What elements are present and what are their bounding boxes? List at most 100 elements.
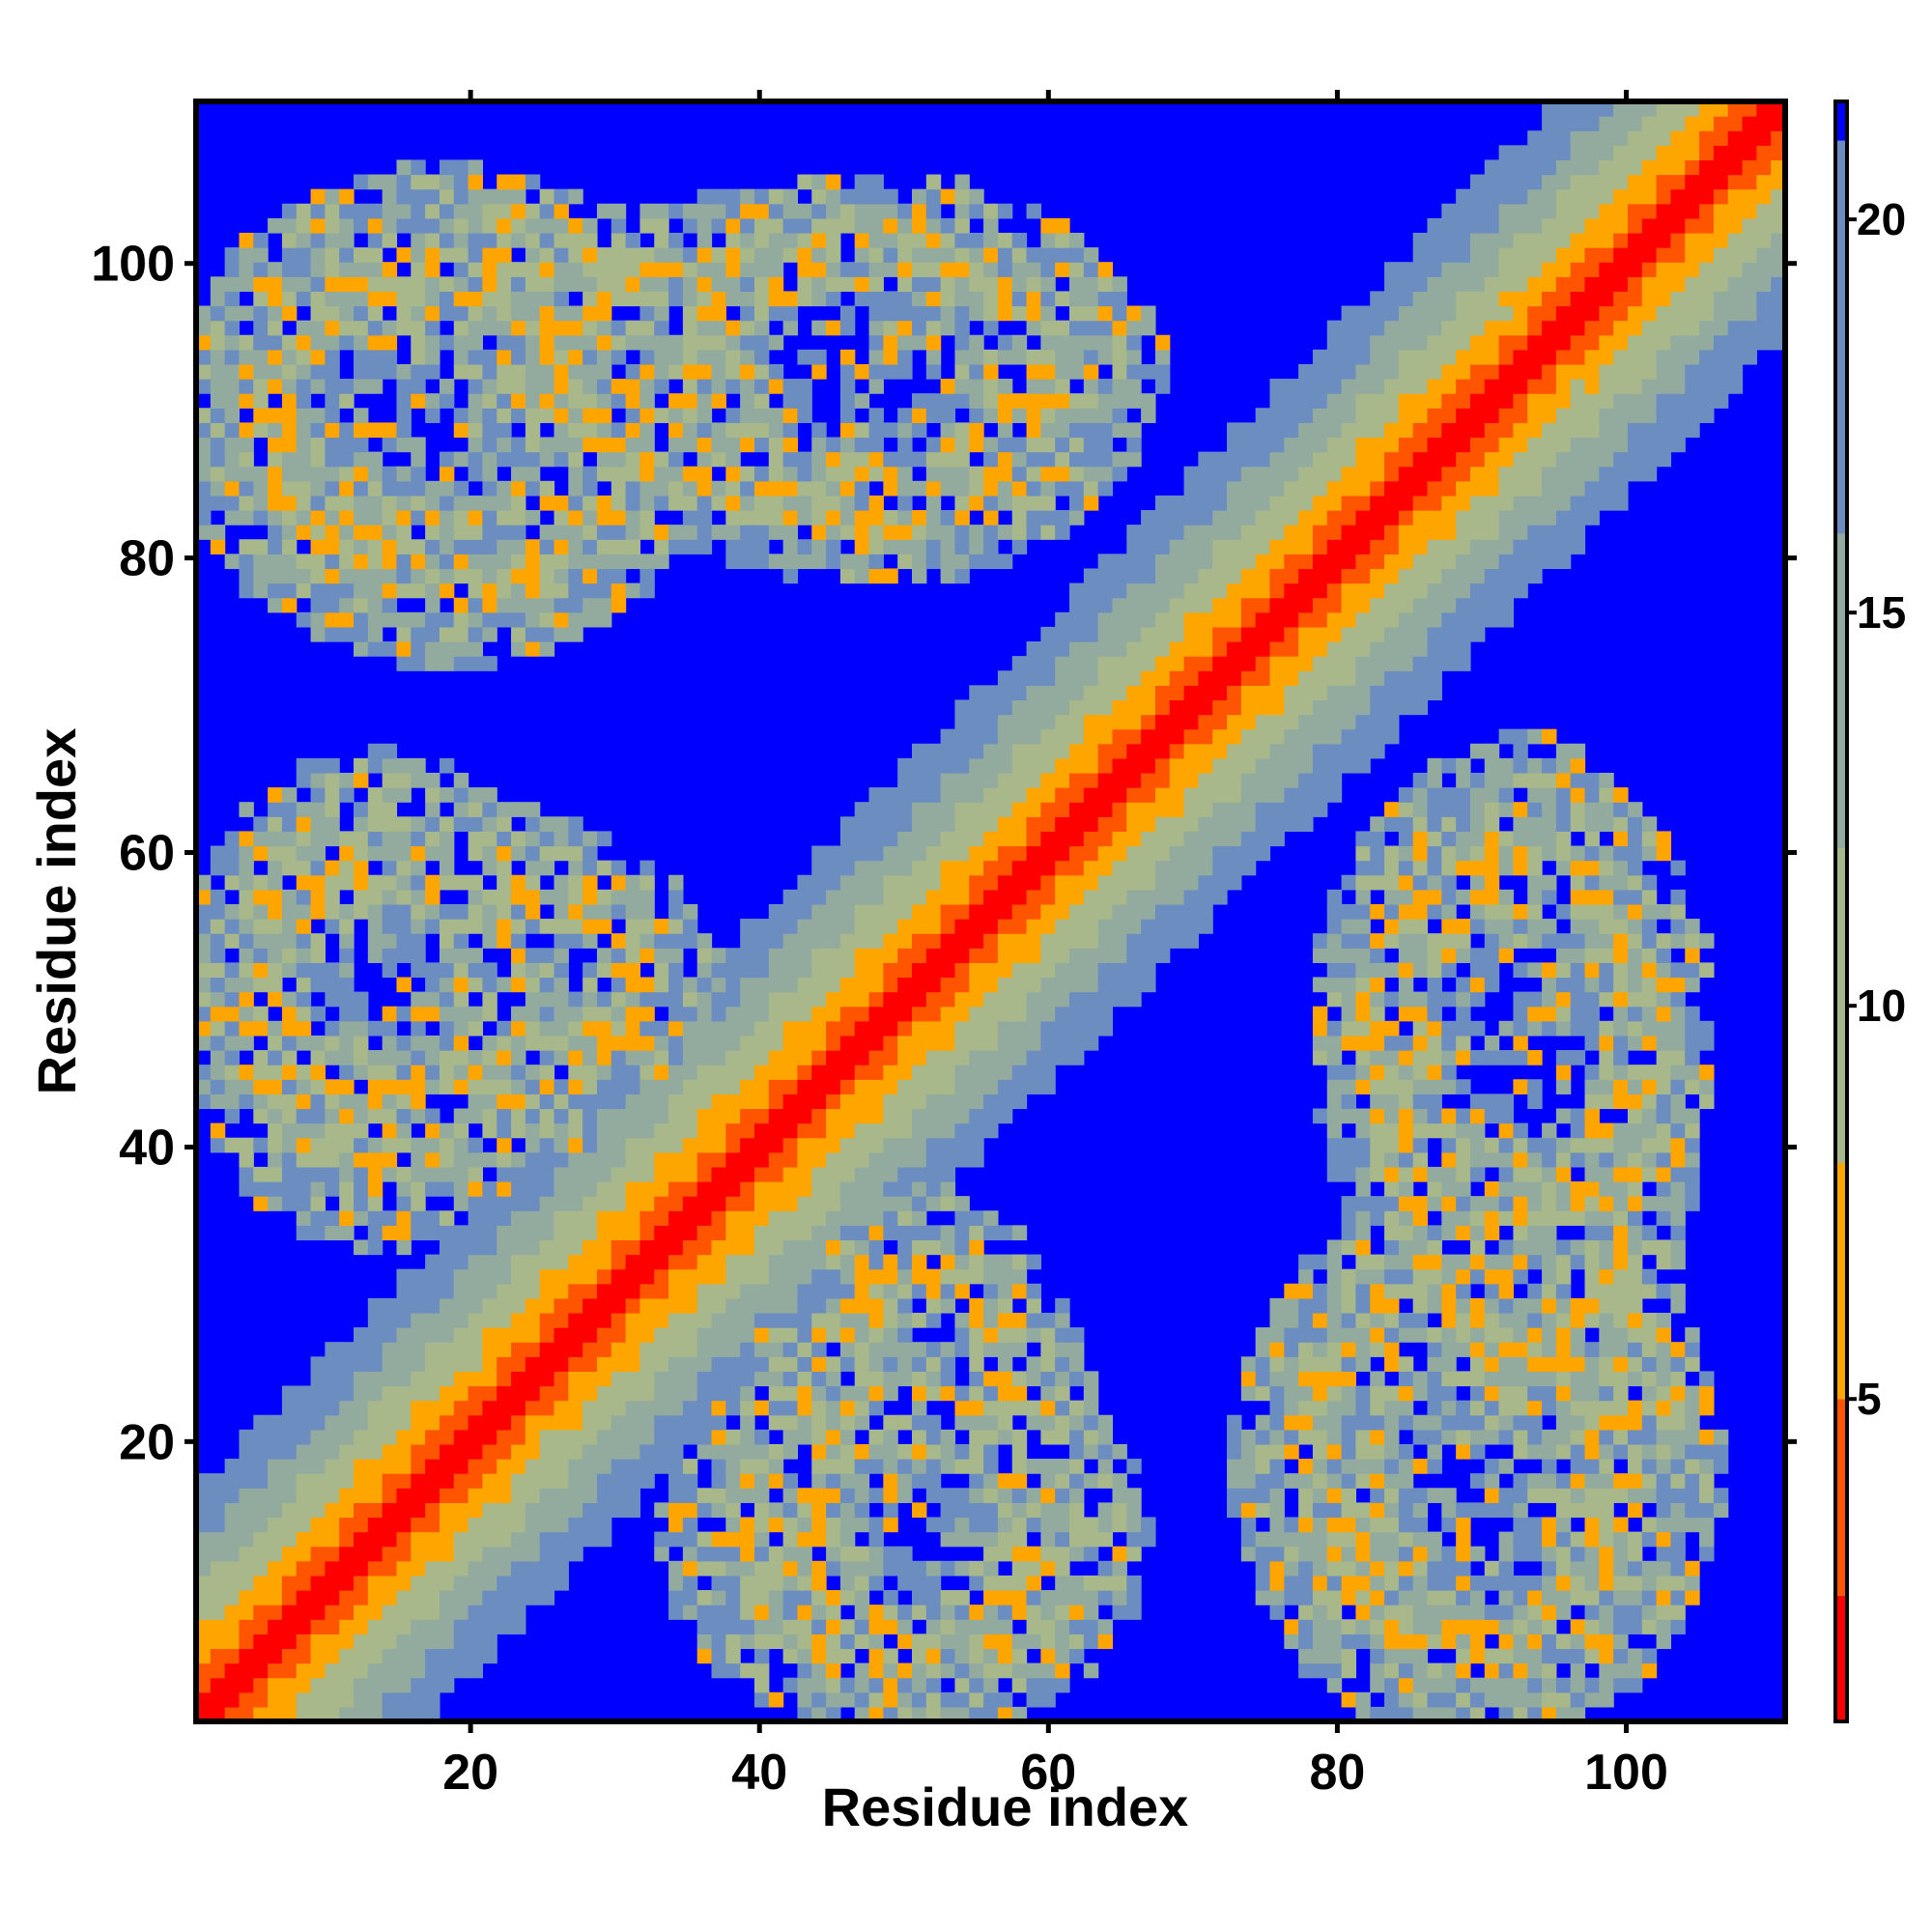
heatmap-cell	[439, 1050, 455, 1065]
heatmap-cell	[897, 451, 913, 468]
heatmap-cell	[1055, 247, 1070, 263]
heatmap-cell	[740, 1356, 755, 1373]
heatmap-cell	[568, 363, 583, 380]
heatmap-cell	[797, 510, 812, 526]
heatmap-cell	[753, 554, 770, 570]
heatmap-cell	[997, 991, 1013, 1008]
heatmap-cell	[897, 860, 913, 876]
heatmap-cell	[296, 1196, 312, 1211]
heatmap-cell	[539, 525, 555, 540]
heatmap-cell	[797, 1137, 812, 1153]
heatmap-cell	[296, 232, 312, 248]
heatmap-cell	[296, 889, 312, 905]
heatmap-cell	[696, 1137, 713, 1153]
heatmap-cell	[281, 1575, 298, 1591]
heatmap-cell	[854, 217, 870, 234]
heatmap-cell	[425, 1429, 440, 1445]
heatmap-cell	[325, 1079, 340, 1094]
heatmap-cell	[611, 247, 627, 263]
heatmap-cell	[682, 903, 698, 920]
heatmap-cell	[668, 1094, 684, 1110]
heatmap-cell	[911, 1196, 927, 1211]
heatmap-cell	[439, 611, 455, 628]
heatmap-cell	[596, 1327, 612, 1343]
heatmap-cell	[439, 247, 455, 263]
heatmap-cell	[868, 1181, 884, 1197]
heatmap-cell	[839, 816, 856, 833]
heatmap-cell	[268, 320, 283, 336]
heatmap-cell	[639, 1385, 655, 1402]
heatmap-cell	[811, 962, 827, 979]
heatmap-cell	[411, 845, 426, 862]
heatmap-cell	[511, 933, 526, 949]
heatmap-cell	[1011, 1400, 1028, 1416]
heatmap-cell	[468, 1560, 483, 1577]
heatmap-cell	[1097, 262, 1114, 277]
heatmap-cell	[568, 451, 583, 468]
heatmap-cell	[224, 1634, 241, 1650]
heatmap-cell	[925, 1151, 942, 1168]
heatmap-cell	[1040, 291, 1056, 307]
heatmap-cell	[668, 1283, 684, 1299]
heatmap-cell	[325, 903, 340, 920]
heatmap-cell	[382, 495, 398, 511]
heatmap-cell	[439, 1020, 455, 1037]
heatmap-cell	[925, 1691, 942, 1708]
heatmap-cell	[811, 1648, 827, 1664]
heatmap-cell	[210, 437, 226, 453]
heatmap-cell	[354, 1108, 369, 1124]
heatmap-cell	[883, 1297, 898, 1314]
heatmap-cell	[725, 1590, 741, 1605]
heatmap-cell	[539, 334, 555, 351]
heatmap-cell	[554, 948, 569, 963]
heatmap-cell	[411, 1691, 426, 1708]
heatmap-cell	[439, 217, 455, 234]
heatmap-cell	[911, 1254, 927, 1270]
heatmap-cell	[782, 203, 799, 219]
heatmap-cell	[554, 1137, 569, 1153]
heatmap-cell	[582, 611, 598, 628]
heatmap-cell	[382, 174, 398, 190]
heatmap-cell	[224, 305, 241, 322]
heatmap-cell	[539, 1094, 555, 1110]
heatmap-cell	[525, 510, 541, 526]
heatmap-cell	[582, 320, 598, 336]
heatmap-cell	[711, 1035, 726, 1051]
heatmap-cell	[696, 991, 713, 1008]
heatmap-cell	[682, 1590, 698, 1605]
heatmap-cell	[983, 408, 999, 423]
heatmap-cell	[997, 451, 1013, 468]
heatmap-cell	[354, 611, 369, 628]
heatmap-cell	[1040, 1691, 1056, 1708]
heatmap-cell	[940, 1065, 956, 1080]
heatmap-cell	[497, 305, 512, 322]
heatmap-cell	[811, 1166, 827, 1182]
heatmap-cell	[296, 582, 312, 599]
heatmap-cell	[554, 217, 569, 234]
heatmap-cell	[554, 408, 569, 423]
heatmap-cell	[654, 1297, 669, 1314]
heatmap-cell	[511, 977, 526, 993]
heatmap-cell	[396, 889, 412, 905]
heatmap-cell	[354, 203, 369, 219]
heatmap-cell	[711, 363, 726, 380]
heatmap-cell	[554, 831, 569, 847]
heatmap-cell	[1069, 1327, 1085, 1343]
heatmap-cell	[753, 1137, 770, 1153]
heatmap-cell	[983, 1590, 999, 1605]
heatmap-cell	[797, 1429, 812, 1445]
heatmap-cell	[1011, 349, 1028, 365]
heatmap-cell	[668, 1122, 684, 1139]
heatmap-cell	[1011, 1342, 1028, 1357]
heatmap-cell	[253, 1429, 269, 1445]
heatmap-cell	[568, 919, 583, 934]
heatmap-cell	[497, 1531, 512, 1548]
heatmap-cell	[1083, 1385, 1099, 1402]
heatmap-cell	[411, 1662, 426, 1679]
heatmap-cell	[425, 349, 440, 365]
heatmap-cell	[811, 276, 827, 293]
heatmap-cell	[983, 1443, 999, 1460]
heatmap-cell	[1055, 1020, 1070, 1037]
heatmap-cell	[497, 1312, 512, 1328]
heatmap-cell	[740, 1371, 755, 1387]
